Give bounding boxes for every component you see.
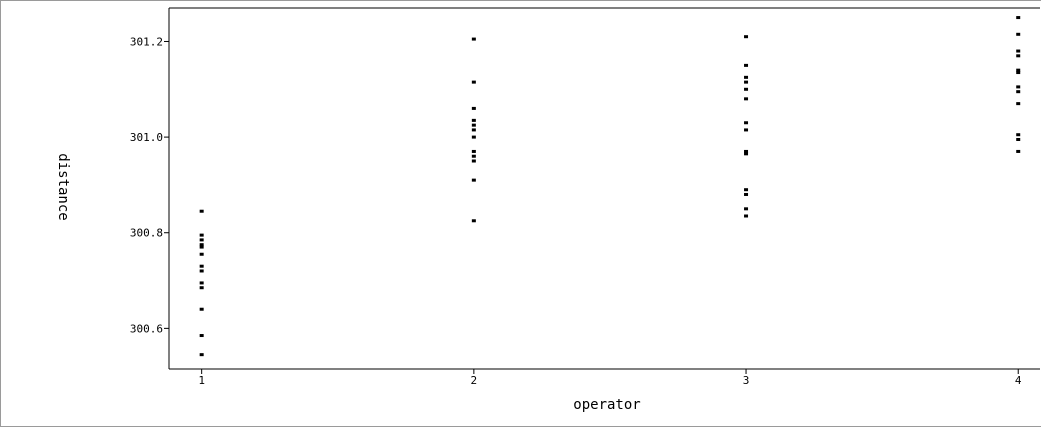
- data-point: [199, 353, 204, 357]
- data-point: [471, 37, 476, 41]
- data-point: [1016, 90, 1021, 94]
- data-point: [1016, 16, 1021, 20]
- y-tick-label: 300.8: [130, 227, 163, 240]
- data-point: [471, 178, 476, 182]
- data-point: [471, 159, 476, 163]
- data-point: [1016, 149, 1021, 153]
- data-point: [744, 192, 749, 196]
- data-point: [744, 75, 749, 79]
- data-point: [1016, 71, 1021, 75]
- data-point: [199, 252, 204, 256]
- data-point: [199, 307, 204, 311]
- data-point: [199, 233, 204, 237]
- data-point: [199, 209, 204, 213]
- data-point: [199, 243, 204, 247]
- data-point: [744, 152, 749, 156]
- data-point: [199, 245, 204, 249]
- data-point: [199, 281, 204, 285]
- x-axis-label: operator: [573, 397, 640, 413]
- data-point: [1016, 54, 1021, 58]
- data-point: [471, 123, 476, 127]
- data-point: [471, 128, 476, 132]
- data-point: [744, 149, 749, 153]
- x-tick-label: 1: [198, 374, 205, 387]
- data-point: [744, 188, 749, 192]
- data-point: [1016, 85, 1021, 89]
- data-points: [199, 16, 1021, 357]
- data-point: [744, 214, 749, 218]
- data-point: [744, 121, 749, 125]
- data-point: [1016, 68, 1021, 72]
- data-point: [744, 97, 749, 101]
- data-point: [471, 219, 476, 223]
- data-point: [471, 106, 476, 110]
- y-axis-label: distance: [55, 153, 71, 220]
- y-ticks: 300.6 300.8 301.0 301.2: [130, 35, 169, 335]
- data-point: [471, 149, 476, 153]
- data-point: [744, 87, 749, 91]
- data-point: [744, 207, 749, 211]
- data-point: [744, 80, 749, 84]
- data-point: [1016, 133, 1021, 137]
- data-point: [199, 269, 204, 273]
- data-point: [1016, 137, 1021, 141]
- data-point: [1016, 49, 1021, 53]
- data-point: [1016, 102, 1021, 106]
- data-point: [744, 63, 749, 67]
- axes: [168, 7, 1040, 370]
- y-tick-label: 300.6: [130, 322, 163, 335]
- data-point: [744, 128, 749, 132]
- data-point: [471, 135, 476, 139]
- data-point: [471, 118, 476, 122]
- x-tick-label: 3: [743, 374, 750, 387]
- data-point: [199, 286, 204, 290]
- x-tick-label: 2: [471, 374, 478, 387]
- data-point: [199, 334, 204, 338]
- x-ticks: 1 2 3 4: [198, 369, 1022, 387]
- y-tick-label: 301.2: [130, 35, 163, 48]
- data-point: [471, 154, 476, 158]
- data-point: [199, 238, 204, 242]
- data-point: [471, 80, 476, 84]
- data-point: [744, 35, 749, 39]
- data-point: [1016, 32, 1021, 36]
- y-tick-label: 301.0: [130, 131, 163, 144]
- data-point: [199, 264, 204, 268]
- x-tick-label: 4: [1015, 374, 1022, 387]
